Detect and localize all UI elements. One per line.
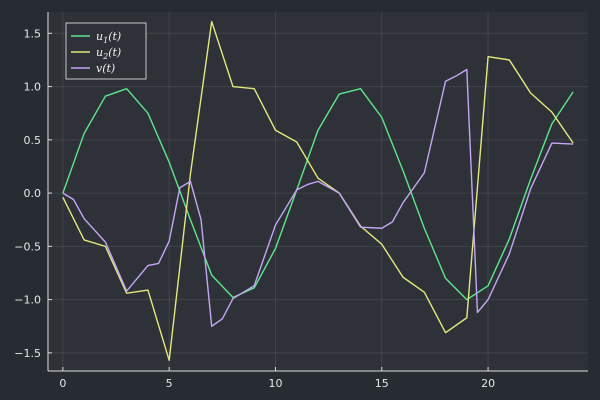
- x-tick-label: 0: [59, 377, 66, 390]
- legend-label: v(t): [96, 62, 115, 75]
- x-tick-label: 20: [481, 377, 495, 390]
- y-tick-label: 0.5: [24, 134, 42, 147]
- y-tick-label: −1.5: [14, 347, 41, 360]
- legend-label: u1(t): [96, 30, 121, 45]
- y-tick-label: −1.0: [14, 294, 41, 307]
- series-line-3: [62, 68, 574, 327]
- grid-lines: [48, 12, 588, 371]
- x-tick-label: 15: [375, 377, 389, 390]
- legend-box: [65, 22, 147, 80]
- y-tick-label: 0.0: [24, 187, 42, 200]
- x-tick-label: 5: [166, 377, 173, 390]
- series-line-2: [62, 20, 574, 362]
- axes: 0 5 10 15 20 −1.5 −1.0 −0.5 0.0 0.5 1.0 1.5: [14, 12, 588, 390]
- legend: u1(t)u2(t)v(t): [65, 22, 147, 80]
- series-line-1: [62, 87, 574, 301]
- y-tick-label: 1.5: [24, 27, 42, 40]
- x-tick-label: 10: [268, 377, 282, 390]
- legend-label: u2(t): [96, 46, 121, 61]
- y-tick-label: −0.5: [14, 240, 41, 253]
- y-tick-label: 1.0: [24, 81, 42, 94]
- series-layer: [62, 20, 574, 362]
